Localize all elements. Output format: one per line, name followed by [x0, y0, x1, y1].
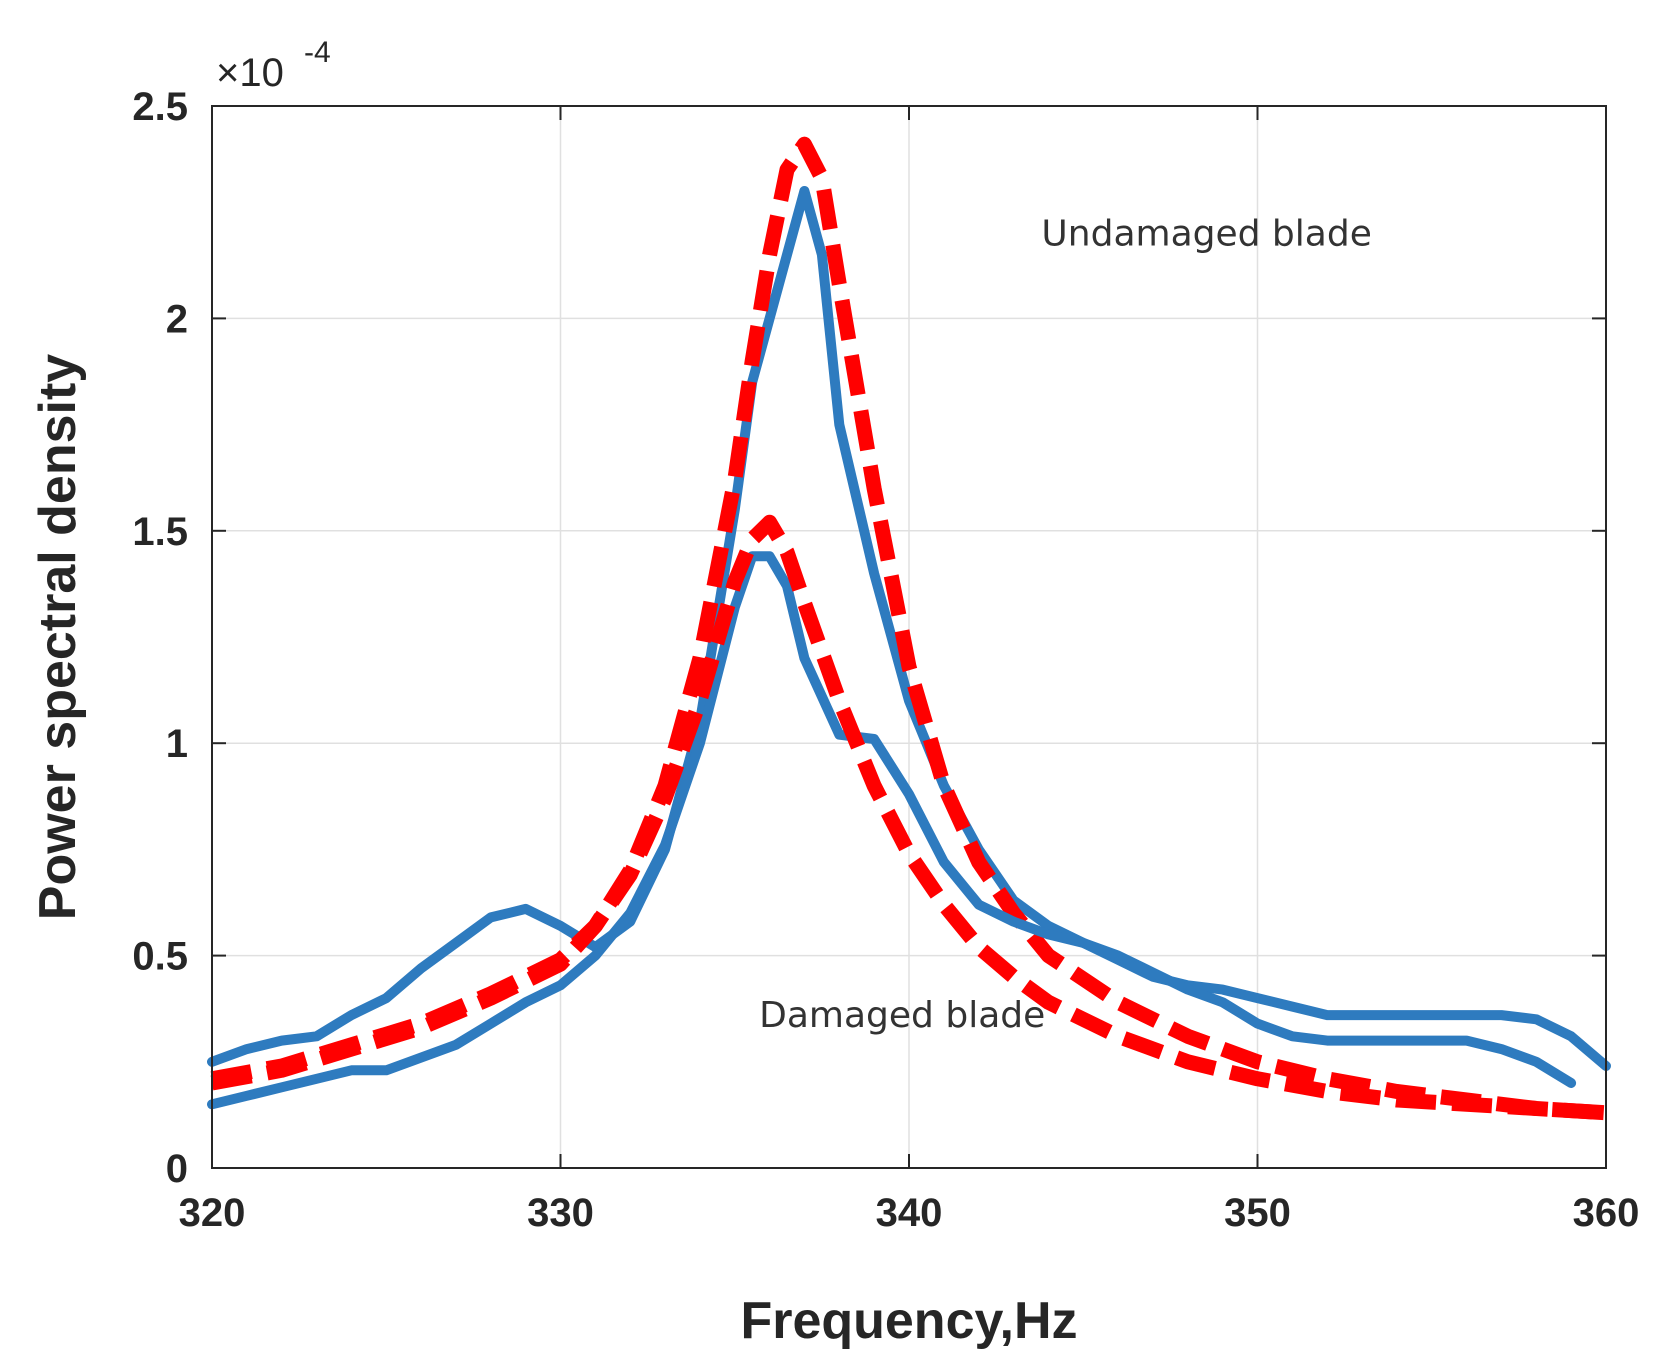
x-axis-title: Frequency,Hz: [740, 1292, 1077, 1350]
y-tick-label: 2.5: [132, 85, 188, 129]
y-tick-label: 0: [166, 1147, 188, 1191]
y-tick-label: 1: [166, 722, 188, 766]
x-tick-label: 340: [876, 1191, 943, 1235]
annotation-damaged-blade: Damaged blade: [759, 995, 1045, 1036]
x-tick-label: 320: [179, 1191, 246, 1235]
x-tick-label: 360: [1573, 1191, 1640, 1235]
x-tick-label: 330: [527, 1191, 594, 1235]
series-line-1: [207, 186, 1611, 1071]
annotation-undamaged-blade: Undamaged blade: [1041, 213, 1371, 254]
tick-marks: [211, 105, 1607, 1169]
exponent-label: ×10: [216, 51, 284, 95]
y-tick-label: 2: [166, 297, 188, 341]
tick-labels: 320 330 340 350 360 0 0.5 1 1.5 2 2.5: [132, 85, 1639, 1235]
series-layer: [207, 136, 1611, 1121]
y-tick-label: 1.5: [132, 510, 188, 554]
y-axis-title: Power spectral density: [29, 354, 87, 921]
y-tick-label: 0.5: [132, 935, 188, 979]
exponent-power: -4: [304, 36, 331, 69]
series-line-4: [210, 514, 1607, 1121]
x-tick-label: 350: [1224, 1191, 1291, 1235]
